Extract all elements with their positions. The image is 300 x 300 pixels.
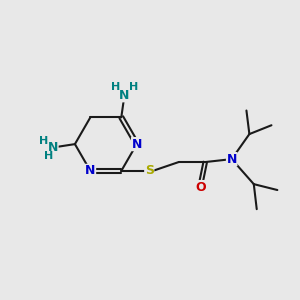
Text: N: N [132,138,142,151]
Text: O: O [196,181,206,194]
Text: H: H [44,152,53,161]
Text: H: H [111,82,121,92]
Text: H: H [129,82,138,92]
Text: N: N [119,89,129,102]
Text: S: S [145,164,154,177]
Text: H: H [39,136,48,146]
Text: N: N [85,164,96,177]
Text: N: N [48,141,58,154]
Text: N: N [226,153,237,166]
